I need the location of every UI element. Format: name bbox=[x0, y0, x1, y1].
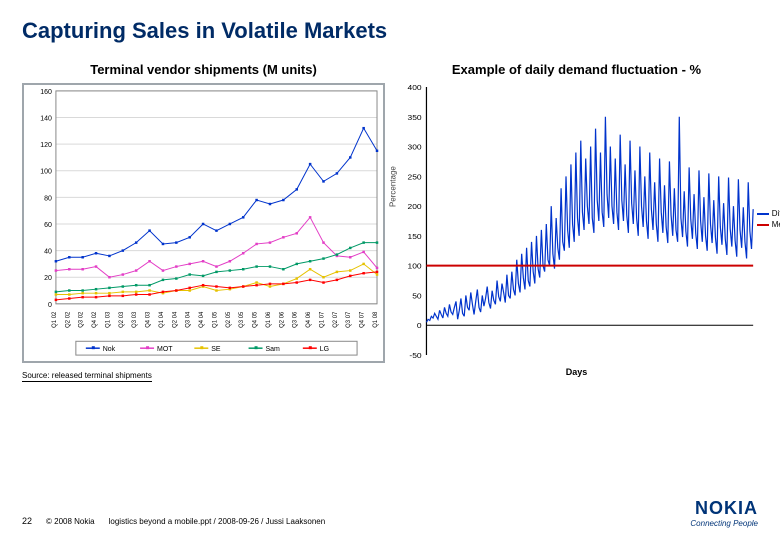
chart2-xlabel: Days bbox=[566, 367, 588, 377]
svg-text:Q2 03: Q2 03 bbox=[119, 311, 125, 328]
svg-text:Q4 05: Q4 05 bbox=[253, 311, 259, 328]
svg-text:Q2 06: Q2 06 bbox=[279, 311, 285, 328]
footer: 22 © 2008 Nokia logistics beyond a mobil… bbox=[22, 516, 325, 526]
svg-text:140: 140 bbox=[40, 116, 52, 123]
svg-text:Q1 08: Q1 08 bbox=[373, 311, 379, 328]
svg-text:160: 160 bbox=[40, 89, 52, 96]
svg-text:LG: LG bbox=[320, 346, 329, 353]
svg-text:Q4 06: Q4 06 bbox=[306, 311, 312, 328]
svg-text:Q3 04: Q3 04 bbox=[186, 311, 192, 328]
svg-text:Q1 03: Q1 03 bbox=[105, 311, 111, 328]
svg-text:Q3 03: Q3 03 bbox=[132, 311, 138, 328]
left-panel: Terminal vendor shipments (M units) 0 20 4… bbox=[22, 62, 385, 412]
chart2-svg: -50 0 50 100 150 200 250 300 350 400 bbox=[395, 83, 758, 363]
copyright: © 2008 Nokia bbox=[46, 517, 95, 526]
svg-text:Q1 02: Q1 02 bbox=[52, 312, 58, 328]
svg-text:SE: SE bbox=[211, 346, 221, 353]
svg-text:Q1 06: Q1 06 bbox=[266, 311, 272, 328]
page-number: 22 bbox=[22, 516, 32, 526]
svg-text:Q4 07: Q4 07 bbox=[360, 312, 366, 328]
svg-text:400: 400 bbox=[408, 84, 422, 92]
svg-text:100: 100 bbox=[408, 262, 422, 270]
chart1-container: 0 20 40 60 80 100 120 140 160 Q1 02 Q2 02 Q3 02 Q4 0… bbox=[22, 83, 385, 363]
svg-text:Nok: Nok bbox=[103, 346, 116, 353]
svg-text:Q2 04: Q2 04 bbox=[172, 311, 178, 328]
svg-text:Q3 02: Q3 02 bbox=[79, 312, 85, 328]
svg-text:Q3 07: Q3 07 bbox=[346, 312, 352, 328]
chart2-legend: Diff Median bbox=[757, 209, 780, 231]
logo-tagline: Connecting People bbox=[690, 519, 758, 528]
svg-text:MOT: MOT bbox=[157, 346, 173, 353]
svg-text:Q1 04: Q1 04 bbox=[159, 311, 165, 328]
svg-text:250: 250 bbox=[408, 173, 422, 181]
svg-text:50: 50 bbox=[412, 292, 421, 300]
svg-text:60: 60 bbox=[44, 222, 52, 229]
svg-text:Q3 05: Q3 05 bbox=[239, 311, 245, 328]
legend-diff: Diff bbox=[757, 209, 780, 218]
svg-text:Q2 02: Q2 02 bbox=[65, 312, 71, 328]
legend-median: Median bbox=[757, 220, 780, 229]
chart2-ylabel: Percentage bbox=[389, 166, 398, 207]
chart-panels: Terminal vendor shipments (M units) 0 20 4… bbox=[22, 62, 758, 412]
svg-text:Q4 04: Q4 04 bbox=[199, 311, 205, 328]
svg-text:100: 100 bbox=[40, 169, 52, 176]
svg-text:Q1 05: Q1 05 bbox=[212, 311, 218, 328]
right-panel: Example of daily demand fluctuation - % … bbox=[395, 62, 758, 412]
chart1-svg: 0 20 40 60 80 100 120 140 160 Q1 02 Q2 02 Q3 02 Q4 0… bbox=[24, 85, 383, 361]
svg-text:-50: -50 bbox=[409, 352, 421, 360]
svg-text:300: 300 bbox=[408, 143, 422, 151]
svg-text:Sam: Sam bbox=[266, 346, 281, 353]
chart2-container: Percentage -50050100150200250300350400 D… bbox=[395, 83, 758, 363]
source-note: Source: released terminal shipments bbox=[22, 371, 152, 382]
logo-text: NOKIA bbox=[690, 498, 758, 519]
svg-text:20: 20 bbox=[44, 275, 52, 282]
svg-text:Q2 05: Q2 05 bbox=[226, 311, 232, 328]
svg-text:80: 80 bbox=[44, 195, 52, 202]
svg-text:Q4 03: Q4 03 bbox=[146, 311, 152, 328]
legend-median-label: Median bbox=[772, 220, 780, 229]
svg-text:Q3 06: Q3 06 bbox=[293, 311, 299, 328]
svg-text:200: 200 bbox=[408, 203, 422, 211]
svg-text:Q4 02: Q4 02 bbox=[92, 312, 98, 328]
chart2-title: Example of daily demand fluctuation - % bbox=[395, 62, 758, 77]
svg-text:Q1 07: Q1 07 bbox=[319, 312, 325, 328]
svg-text:150: 150 bbox=[408, 233, 422, 241]
svg-text:120: 120 bbox=[40, 142, 52, 149]
svg-text:Q2 07: Q2 07 bbox=[333, 312, 339, 328]
nokia-logo: NOKIA Connecting People bbox=[690, 498, 758, 528]
svg-text:350: 350 bbox=[408, 113, 422, 121]
svg-text:0: 0 bbox=[48, 302, 52, 309]
svg-text:40: 40 bbox=[44, 249, 52, 256]
svg-text:0: 0 bbox=[417, 322, 422, 330]
page-title: Capturing Sales in Volatile Markets bbox=[22, 18, 758, 44]
chart1-title: Terminal vendor shipments (M units) bbox=[22, 62, 385, 77]
file-info: logistics beyond a mobile.ppt / 2008-09-… bbox=[109, 517, 326, 526]
legend-diff-label: Diff bbox=[772, 209, 780, 218]
